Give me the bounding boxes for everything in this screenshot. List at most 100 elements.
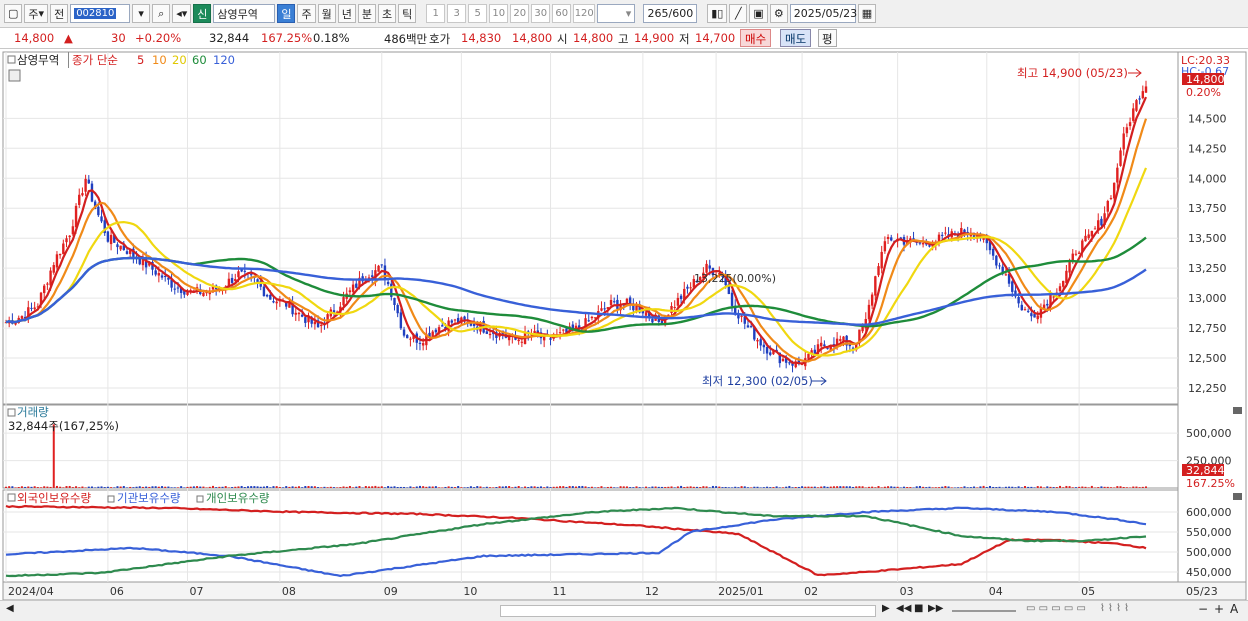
candle-body (956, 234, 960, 238)
candle-body (501, 330, 504, 336)
candle-body (313, 321, 317, 325)
count-field[interactable]: 265/600 (643, 4, 698, 23)
candle-body (71, 226, 75, 235)
volume-bar (173, 487, 176, 488)
volume-bar (788, 485, 791, 488)
stock-chart[interactable]: 12,250 12,500 12,750 13,000 13,250 13,500 13,7… (0, 50, 1248, 600)
candle-body (399, 312, 403, 329)
candle-type-icon[interactable]: ▮▯ (707, 4, 728, 23)
scroll-thumb[interactable] (500, 605, 876, 617)
period-month-button[interactable]: 월 (317, 4, 336, 23)
candle-body (297, 312, 301, 315)
up-triangle-icon: ▲ (64, 31, 73, 45)
volume-bar (957, 487, 960, 488)
period-minute-button[interactable]: 분 (357, 4, 376, 23)
volume-bar (1039, 486, 1042, 488)
volume-bar (511, 487, 514, 488)
candle-body (43, 285, 46, 294)
volume-bar (186, 486, 189, 488)
volume-bar (33, 486, 36, 488)
type-select[interactable]: 주 ▾ (24, 4, 49, 23)
volume-bar (476, 486, 479, 488)
volume-bar (138, 486, 141, 488)
candle-body (839, 339, 842, 341)
candle-body (46, 283, 49, 285)
draw-tool-icon[interactable]: ╱ (729, 4, 748, 23)
stop-icon[interactable]: ■ (914, 603, 924, 614)
rewind-icon[interactable]: ◀◀ (896, 603, 912, 614)
volume-bar (1081, 486, 1084, 488)
minute-3-button[interactable]: 3 (447, 4, 467, 23)
candle-body (27, 307, 30, 319)
period-year-button[interactable]: 년 (337, 4, 356, 23)
zoom-out-icon[interactable]: − (1198, 602, 1209, 616)
table-toggle-icon[interactable] (8, 69, 21, 82)
volume-bar (1084, 486, 1087, 488)
volume-bar (575, 486, 577, 488)
period-week-button[interactable]: 주 (297, 4, 316, 23)
period-second-button[interactable]: 초 (377, 4, 397, 23)
low-arrow-icon (812, 376, 827, 386)
save-icon[interactable]: ▣ (749, 4, 768, 23)
volume-bar (896, 486, 899, 488)
volume-bar (422, 486, 425, 488)
volume-bar (1103, 486, 1106, 488)
minute-10-button[interactable]: 10 (489, 4, 509, 23)
scroll-left-icon[interactable]: ◀ (6, 603, 14, 614)
x-tick-label: 06 (110, 585, 124, 598)
zoom-in-icon[interactable]: + (1214, 602, 1225, 616)
zoom-slider[interactable] (952, 610, 1016, 612)
volume-bar (651, 486, 654, 488)
volume-bar (737, 487, 740, 488)
window-icon[interactable]: ▢ (4, 4, 23, 23)
volume-bar (406, 487, 409, 488)
minute-60-button[interactable]: 60 (552, 4, 572, 23)
search-icon[interactable]: ⌕ (152, 4, 171, 23)
auto-scale-icon[interactable]: A (1230, 602, 1239, 616)
settings-icon[interactable]: ⚙ (769, 4, 788, 23)
volume-bar (390, 486, 393, 488)
eval-button[interactable]: 평 (818, 29, 837, 47)
candle-body (367, 277, 371, 280)
minute-30-button[interactable]: 30 (531, 4, 551, 23)
volume-bar (167, 486, 170, 488)
open-value: 14,800 (573, 31, 614, 45)
code-dropdown-icon[interactable]: ▾ (132, 4, 151, 23)
forward-icon[interactable]: ▶▶ (928, 603, 944, 614)
chart-scrollbar[interactable]: ◀ ▶ ◀◀ ■ ▶▶ ▭ ▭ ▭ ▭ ▭ ⌇ ⌇ ⌇ ⌇ − + A (0, 600, 1248, 621)
stock-name-field[interactable]: 삼영무역 (213, 4, 276, 23)
candle-body (450, 320, 454, 323)
candle-body (918, 242, 922, 244)
sell-button[interactable]: 매도 (780, 29, 812, 47)
minute-120-button[interactable]: 120 (573, 4, 596, 23)
volume-bar (97, 486, 100, 488)
candle-body (1023, 309, 1027, 311)
volume-panel-collapse-icon[interactable] (1233, 407, 1242, 414)
all-button[interactable]: 전 (50, 4, 69, 23)
tool-icons[interactable]: ⌇ ⌇ ⌇ ⌇ (1100, 603, 1130, 614)
layout-icons[interactable]: ▭ ▭ ▭ ▭ ▭ (1026, 603, 1086, 614)
volume-bar (199, 486, 202, 488)
speaker-icon[interactable]: ◂▾ (172, 4, 192, 23)
volume-bar (307, 485, 310, 488)
custom-interval-select[interactable]: ▾ (597, 4, 636, 23)
minute-20-button[interactable]: 20 (510, 4, 530, 23)
date-field[interactable]: 2025/05/23 (789, 4, 857, 23)
calendar-icon[interactable]: ▦ (857, 4, 877, 23)
candle-body (976, 233, 979, 239)
period-day-button[interactable]: 일 (277, 4, 296, 23)
candle-body (816, 344, 820, 355)
buy-button[interactable]: 매수 (740, 29, 772, 47)
period-tick-button[interactable]: 틱 (398, 4, 417, 23)
candle-body (97, 206, 100, 216)
stock-code-input[interactable]: 002810 (70, 4, 131, 23)
minute-5-button[interactable]: 5 (468, 4, 488, 23)
minute-1-button[interactable]: 1 (426, 4, 446, 23)
play-icon[interactable]: ▶ (882, 603, 890, 614)
candle-body (683, 288, 686, 301)
candle-body (1112, 182, 1116, 199)
holdings-panel-collapse-icon[interactable] (1233, 493, 1242, 500)
volume-bar (247, 486, 250, 488)
volume-bar (801, 486, 804, 488)
candle-body (348, 290, 352, 293)
